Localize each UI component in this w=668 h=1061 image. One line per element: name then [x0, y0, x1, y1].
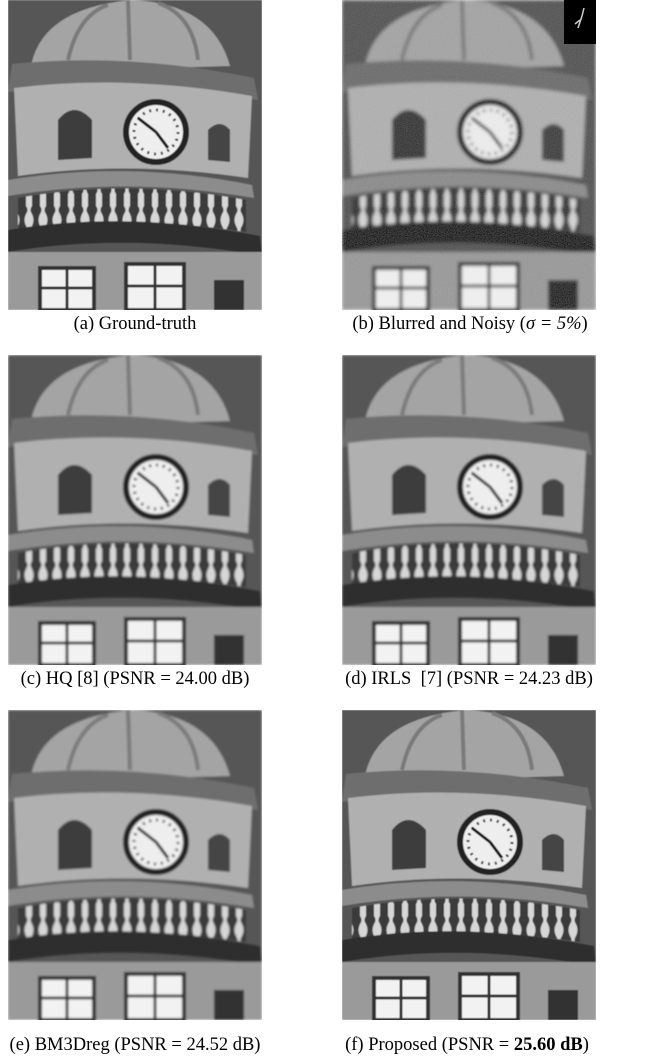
caption-math: σ = 5%	[526, 314, 582, 334]
caption: (d) IRLS [7] (PSNR = 24.23 dB)	[302, 667, 636, 691]
caption-bold: 25.60 dB	[514, 1035, 583, 1055]
caption-text: (d) IRLS [7] (PSNR = 24.23 dB)	[345, 669, 593, 689]
figure-page: (a) Ground-truth (b) Blurred and Noisy (…	[0, 0, 668, 1061]
caption-text: )	[583, 1035, 589, 1055]
caption: (b) Blurred and Noisy (σ = 5%)	[303, 312, 637, 336]
image-proposed	[342, 710, 596, 1020]
image-ground-truth	[8, 0, 262, 310]
caption: (e) BM3Dreg (PSNR = 24.52 dB)	[0, 1033, 302, 1057]
caption: (a) Ground-truth	[0, 312, 302, 336]
caption-text: )	[582, 314, 588, 334]
caption-text: (b) Blurred and Noisy (	[352, 314, 526, 334]
caption-text: (a) Ground-truth	[74, 314, 197, 334]
image-hq	[8, 355, 262, 665]
caption-text: (c) HQ [8] (PSNR = 24.00 dB)	[21, 669, 250, 689]
caption-text: (f) Proposed (PSNR =	[345, 1035, 514, 1055]
caption-text: (e) BM3Dreg (PSNR = 24.52 dB)	[10, 1035, 261, 1055]
caption: (f) Proposed (PSNR = 25.60 dB)	[300, 1033, 634, 1057]
image-irls	[342, 355, 596, 665]
image-blurred-noisy	[342, 0, 596, 310]
image-bm3dreg	[8, 710, 262, 1020]
caption: (c) HQ [8] (PSNR = 24.00 dB)	[0, 667, 302, 691]
